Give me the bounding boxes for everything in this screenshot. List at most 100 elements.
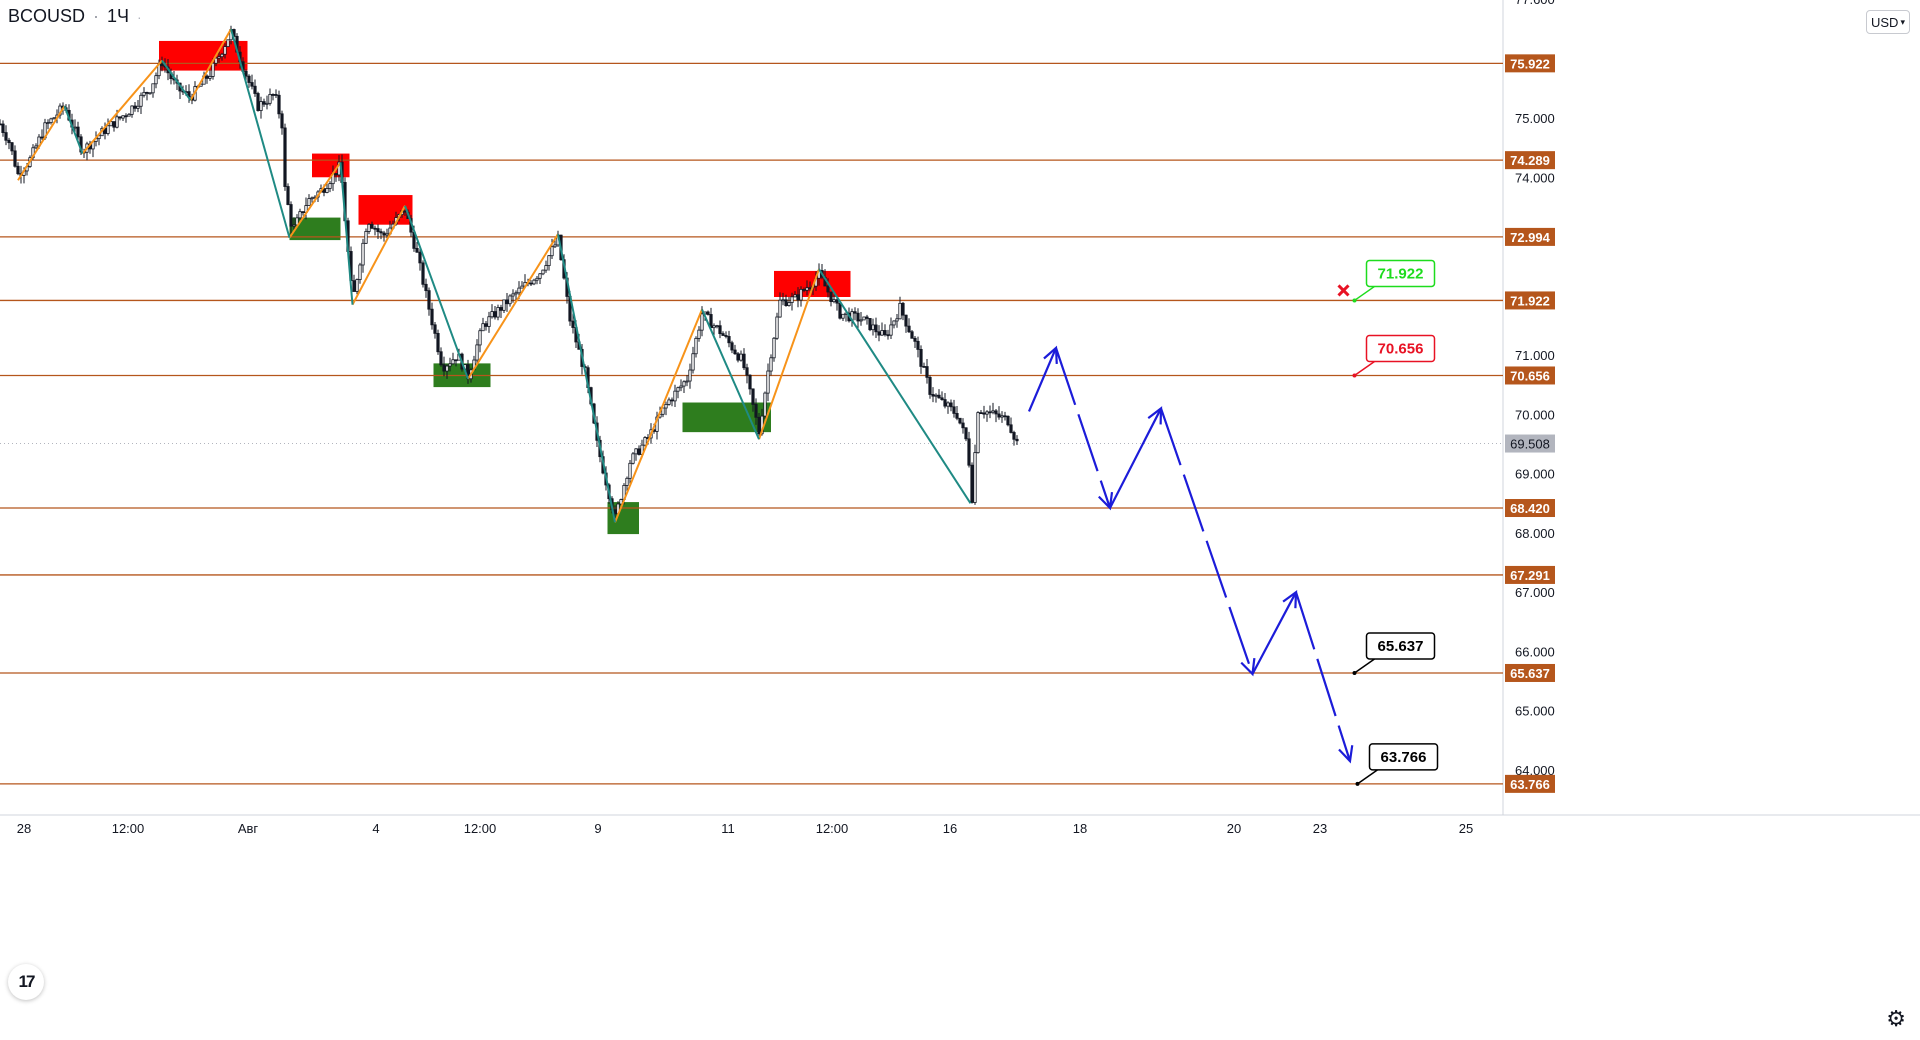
candle-body [277,94,281,115]
price-tick-label: 69.000 [1515,467,1555,482]
candle-body [691,353,695,371]
candle-body [10,142,14,152]
candle-body [73,126,77,129]
candle-body [982,412,986,415]
candle-body [262,101,266,105]
candle-body [706,311,710,315]
forecast-arrow-head [1240,657,1256,677]
candle-body [355,279,359,292]
time-tick-label: 4 [372,821,379,836]
level-price-tag [1505,291,1555,310]
candle-body [256,93,260,111]
zigzag-down-line [557,233,616,523]
candle-body [781,299,785,302]
interval-label[interactable]: 1Ч [107,6,130,26]
candle-body [517,287,521,294]
target-callout-box[interactable] [1368,743,1439,771]
candle-body [967,438,971,466]
candle-body [841,313,845,319]
candle-body [955,413,959,419]
zigzag-down-line [818,268,972,504]
candle-body [928,376,932,395]
candle-body [862,316,866,321]
forecast-segment [1109,407,1162,509]
zigzag-up-line [614,309,703,523]
candle-body [496,307,500,318]
candle-body [367,223,371,232]
target-callout-box[interactable] [1365,334,1436,363]
candle-body [502,299,506,311]
price-tick-label: 70.000 [1515,407,1555,422]
tradingview-logo-icon[interactable]: 17 [8,964,44,1000]
candle-body [535,277,539,281]
target-anchor-dot [1352,670,1357,675]
candle-body [532,279,536,285]
candle-body [445,365,449,372]
candle-body [880,330,884,336]
target-callout-label: 63.766 [1381,749,1427,766]
candle-body [838,302,842,319]
candle-body [727,336,731,344]
candle-body [529,282,533,285]
candle-body [382,232,386,236]
candle-body [481,323,485,332]
candle-body [685,380,689,383]
forecast-segment [1294,591,1352,762]
candle-body [475,344,479,361]
candle-body [52,117,56,120]
last-price-tag-label: 69.508 [1510,437,1550,452]
candle-body [634,448,638,455]
candle-body [916,340,920,350]
target-anchor-dot [1355,781,1360,786]
target-callout-box[interactable] [1365,632,1436,660]
candle-body [448,363,452,367]
candle-body [298,211,302,219]
candle-body [106,125,110,134]
candle-body [430,308,434,326]
candle-body [244,70,248,77]
zigzag-up-line [81,59,163,155]
forecast-arrow-head [1282,589,1298,609]
candle-body [133,105,137,109]
candle-body [124,115,128,118]
candle-body [310,197,314,200]
gear-icon[interactable]: ⚙ [1886,1006,1906,1031]
candle-body [754,404,758,418]
zigzag-down-line [161,59,192,101]
candle-body [799,289,803,301]
candle-body [325,188,329,193]
forecast-arrow-head [1098,492,1114,511]
time-tick-label: 12:00 [112,821,145,836]
level-price-tag [1505,54,1555,73]
target-callout-box[interactable] [1365,259,1436,288]
time-tick-label: 9 [594,821,601,836]
candle-body [763,392,767,417]
zigzag-down-line [701,309,760,440]
candle-body [493,311,497,318]
candle-body [793,294,797,298]
candle-body [913,337,917,342]
time-tick-label: 18 [1073,821,1087,836]
candle-body [541,269,545,275]
candle-body [631,453,635,464]
candle-body [292,224,296,227]
candle-body [286,186,290,205]
time-tick-label: 16 [943,821,957,836]
chevron-down-icon: ▾ [1900,16,1905,27]
candle-body [280,113,284,129]
symbol-label[interactable]: BCOUSD [8,6,86,26]
zigzag-up-line [288,161,342,239]
candle-body [274,94,278,96]
candle-body [433,324,437,334]
candle-body [943,399,947,407]
currency-select[interactable]: USD ▾ [1866,10,1910,34]
candle-body [682,381,686,387]
candle-body [961,422,965,429]
candle-body [334,173,338,176]
price-tick-label: 67.000 [1515,585,1555,600]
candle-body [142,91,146,96]
zigzag-down-line [230,28,291,239]
candle-body [112,121,116,128]
